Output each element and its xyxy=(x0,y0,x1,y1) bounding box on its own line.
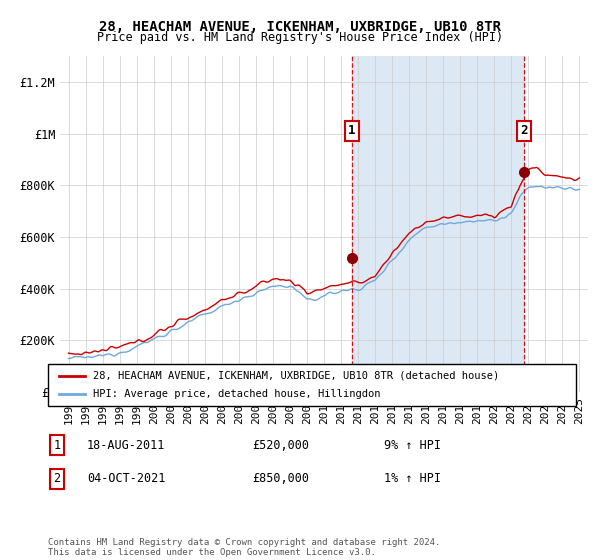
Text: £850,000: £850,000 xyxy=(252,472,309,486)
Text: 1: 1 xyxy=(348,124,356,137)
Text: 9% ↑ HPI: 9% ↑ HPI xyxy=(384,438,441,452)
Text: 04-OCT-2021: 04-OCT-2021 xyxy=(87,472,166,486)
Text: 1: 1 xyxy=(53,438,61,452)
Bar xyxy=(352,56,524,392)
Text: 2: 2 xyxy=(53,472,61,486)
Text: 28, HEACHAM AVENUE, ICKENHAM, UXBRIDGE, UB10 8TR: 28, HEACHAM AVENUE, ICKENHAM, UXBRIDGE, … xyxy=(99,20,501,34)
Text: 1% ↑ HPI: 1% ↑ HPI xyxy=(384,472,441,486)
Text: 2: 2 xyxy=(520,124,528,137)
Text: HPI: Average price, detached house, Hillingdon: HPI: Average price, detached house, Hill… xyxy=(93,389,380,399)
FancyBboxPatch shape xyxy=(48,364,576,406)
Text: £520,000: £520,000 xyxy=(252,438,309,452)
Text: Contains HM Land Registry data © Crown copyright and database right 2024.
This d: Contains HM Land Registry data © Crown c… xyxy=(48,538,440,557)
Text: 28, HEACHAM AVENUE, ICKENHAM, UXBRIDGE, UB10 8TR (detached house): 28, HEACHAM AVENUE, ICKENHAM, UXBRIDGE, … xyxy=(93,371,499,381)
Text: Price paid vs. HM Land Registry's House Price Index (HPI): Price paid vs. HM Land Registry's House … xyxy=(97,31,503,44)
Text: 18-AUG-2011: 18-AUG-2011 xyxy=(87,438,166,452)
